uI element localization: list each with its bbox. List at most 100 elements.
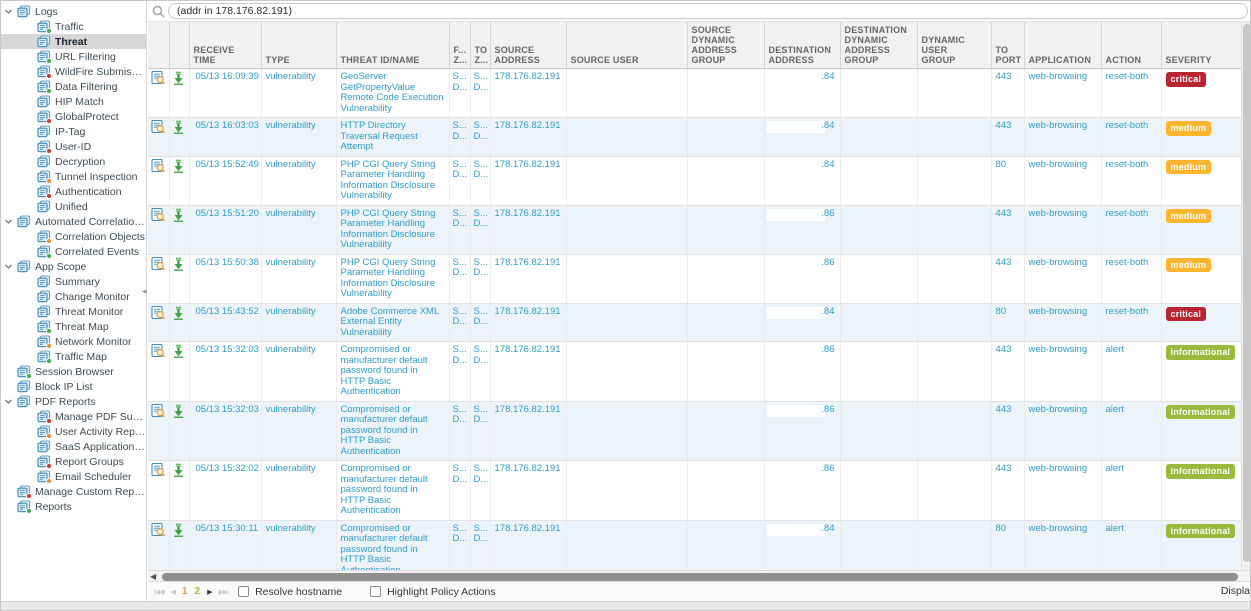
to-port-cell[interactable]: 443 [995, 207, 1012, 219]
sidebar-item-threat-map[interactable]: Threat Map [1, 319, 146, 334]
column-header-destination-dynamic-address-group[interactable]: DESTINATION DYNAMIC ADDRESS GROUP [840, 22, 918, 69]
threat-name-link[interactable]: HTTP Directory Traversal Request Attempt [340, 120, 418, 152]
type-cell[interactable]: vulnerability [265, 71, 316, 82]
to-port-cell[interactable]: 443 [995, 344, 1012, 355]
column-header-threat-id-name[interactable]: THREAT ID/NAME [336, 22, 450, 69]
page-number-2[interactable]: 2 [194, 586, 201, 597]
from-zone-cell[interactable]: S... D... [452, 344, 468, 366]
scroll-left-arrow-icon[interactable]: ◀ [150, 572, 157, 581]
destination-address-link[interactable]: .86 [821, 256, 835, 268]
application-link[interactable]: web-browsing [1028, 305, 1088, 317]
receive-time-cell[interactable]: 05/13 15:50:38 [195, 256, 259, 268]
from-zone-cell[interactable]: S... D... [452, 256, 468, 278]
application-link[interactable]: web-browsing [1028, 344, 1088, 355]
receive-time-cell[interactable]: 05/13 15:30:11 [195, 522, 259, 534]
log-detail-icon[interactable] [151, 256, 166, 274]
download-pcap-icon[interactable] [173, 71, 184, 88]
source-address-link[interactable]: 178.176.82.191 [494, 463, 561, 474]
sidebar-item-pdf-reports[interactable]: PDF Reports [1, 394, 146, 409]
column-header-destination-address[interactable]: DESTINATION ADDRESS [764, 22, 841, 69]
severity-badge[interactable]: informational [1165, 464, 1236, 479]
receive-time-cell[interactable]: 05/13 15:51:20 [195, 207, 259, 219]
source-address-link[interactable]: 178.176.82.191 [494, 207, 561, 219]
source-address-link[interactable]: 178.176.82.191 [494, 71, 561, 82]
sidebar-item-traffic-map[interactable]: Traffic Map [1, 349, 146, 364]
application-link[interactable]: web-browsing [1028, 207, 1088, 219]
type-cell[interactable]: vulnerability [265, 158, 316, 170]
application-link[interactable]: web-browsing [1028, 522, 1088, 534]
action-cell[interactable]: reset-both [1105, 207, 1149, 219]
destination-address-link[interactable]: .86 [821, 207, 835, 219]
sidebar-item-summary[interactable]: Summary [1, 274, 146, 289]
sidebar-collapse-handle[interactable]: ◂ [142, 286, 147, 296]
threat-name-link[interactable]: GeoServer GetPropertyValue Remote Code E… [340, 71, 444, 114]
download-pcap-icon[interactable] [173, 208, 184, 225]
to-zone-cell[interactable]: S... D... [473, 158, 489, 180]
highlight-policy-actions-checkbox[interactable]: Highlight Policy Actions [370, 586, 496, 598]
severity-badge[interactable]: critical [1165, 306, 1207, 321]
sidebar-item-wildfire-submissions[interactable]: WildFire Submissions [1, 64, 146, 79]
sidebar-item-correlated-events[interactable]: Correlated Events [1, 244, 146, 259]
log-detail-icon[interactable] [151, 207, 166, 225]
horizontal-scrollbar[interactable]: ◀ [148, 570, 1250, 582]
chevron-down-icon[interactable] [4, 217, 17, 226]
to-port-cell[interactable]: 80 [995, 305, 1007, 317]
destination-address-link[interactable]: .84 [821, 158, 835, 170]
column-header-severity[interactable]: SEVERITY [1161, 22, 1241, 69]
sidebar-item-correlation-objects[interactable]: Correlation Objects [1, 229, 146, 244]
column-header-detail[interactable] [148, 22, 170, 69]
action-cell[interactable]: reset-both [1105, 71, 1149, 82]
to-port-cell[interactable]: 80 [995, 522, 1007, 534]
download-pcap-icon[interactable] [173, 523, 184, 540]
application-link[interactable]: web-browsing [1028, 403, 1088, 415]
to-port-cell[interactable]: 80 [995, 158, 1007, 170]
log-detail-icon[interactable] [151, 158, 166, 176]
sidebar-item-traffic[interactable]: Traffic [1, 19, 146, 34]
column-header-to-port[interactable]: TO PORT [991, 22, 1025, 69]
log-detail-icon[interactable] [151, 403, 166, 421]
receive-time-cell[interactable]: 05/13 16:03:03 [195, 120, 259, 131]
column-header-source-dynamic-address-group[interactable]: SOURCE DYNAMIC ADDRESS GROUP [687, 22, 765, 69]
column-header-dynamic-user-group[interactable]: DYNAMIC USER GROUP [917, 22, 992, 69]
sidebar-item-change-monitor[interactable]: Change Monitor [1, 289, 146, 304]
type-cell[interactable]: vulnerability [265, 256, 316, 268]
sidebar-item-manage-custom-reports[interactable]: Manage Custom Reports [1, 484, 146, 499]
sidebar-item-manage-pdf-summary[interactable]: Manage PDF Summary [1, 409, 146, 424]
column-header-source-user[interactable]: SOURCE USER [566, 22, 688, 69]
type-cell[interactable]: vulnerability [265, 207, 316, 219]
severity-badge[interactable]: medium [1165, 257, 1212, 272]
type-cell[interactable]: vulnerability [265, 522, 316, 534]
threat-name-link[interactable]: Compromised or manufacturer default pass… [340, 463, 428, 516]
source-address-link[interactable]: 178.176.82.191 [494, 120, 561, 131]
prev-page-button[interactable]: ◀ [170, 588, 176, 596]
download-pcap-icon[interactable] [173, 463, 184, 480]
destination-address-link[interactable]: .86 [821, 463, 835, 474]
threat-name-link[interactable]: Adobe Commerce XML External Entity Vulne… [340, 305, 439, 338]
sidebar-item-decryption[interactable]: Decryption [1, 154, 146, 169]
to-zone-cell[interactable]: S... D... [473, 207, 489, 229]
to-zone-cell[interactable]: S... D... [473, 463, 489, 485]
column-header-application[interactable]: APPLICATION [1024, 22, 1102, 69]
severity-badge[interactable]: informational [1165, 404, 1236, 419]
sidebar-item-unified[interactable]: Unified [1, 199, 146, 214]
action-cell[interactable]: reset-both [1105, 120, 1149, 131]
to-zone-cell[interactable]: S... D... [473, 120, 489, 142]
sidebar-item-hip-match[interactable]: HIP Match [1, 94, 146, 109]
sidebar-item-email-scheduler[interactable]: Email Scheduler [1, 469, 146, 484]
sidebar-item-automated-correlation-engine[interactable]: Automated Correlation Engine [1, 214, 146, 229]
severity-badge[interactable]: informational [1165, 345, 1236, 360]
download-pcap-icon[interactable] [173, 257, 184, 274]
source-address-link[interactable]: 178.176.82.191 [494, 344, 561, 355]
sidebar-item-url-filtering[interactable]: URL Filtering [1, 49, 146, 64]
to-zone-cell[interactable]: S... D... [473, 256, 489, 278]
to-zone-cell[interactable]: S... D... [473, 305, 489, 327]
action-cell[interactable]: alert [1105, 403, 1124, 415]
sidebar-item-tunnel-inspection[interactable]: Tunnel Inspection [1, 169, 146, 184]
checkbox-icon[interactable] [370, 586, 382, 597]
horizontal-scrollbar-thumb[interactable] [162, 573, 1238, 581]
type-cell[interactable]: vulnerability [265, 344, 316, 355]
sidebar-item-threat[interactable]: Threat [1, 34, 146, 49]
severity-badge[interactable]: medium [1165, 121, 1212, 136]
sidebar-item-saas-application-usage[interactable]: SaaS Application Usage [1, 439, 146, 454]
filter-query-input[interactable]: (addr in 178.176.82.191) [168, 3, 1248, 19]
